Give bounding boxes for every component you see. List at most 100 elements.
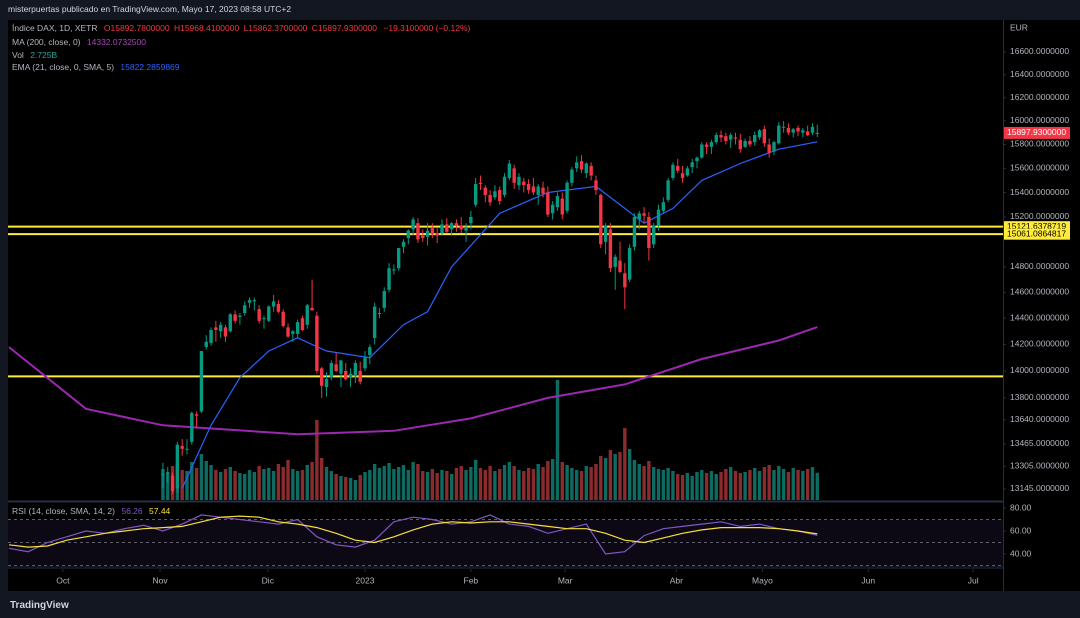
rsi-band (8, 519, 1003, 566)
candle-body (714, 135, 718, 143)
y-tick-label: 16600.0000000 (1010, 46, 1069, 56)
volume-value: 2.725B (30, 50, 58, 60)
volume-bar (276, 464, 281, 500)
candle-body (647, 216, 651, 249)
candle-body (300, 318, 305, 330)
volume-bar (603, 458, 608, 500)
volume-bar (579, 471, 584, 500)
candle-body (478, 182, 483, 185)
candle-body (728, 135, 733, 140)
y-tick-label: 13145.0000000 (1010, 483, 1069, 493)
x-tick-label: Abr (670, 575, 683, 585)
x-tick-label: Mar (558, 575, 573, 585)
volume-bar (570, 468, 574, 500)
volume-bar (690, 476, 694, 500)
volume-bar (536, 464, 540, 500)
candle-body (507, 163, 512, 178)
volume-bar (647, 461, 651, 500)
volume-bar (358, 475, 362, 500)
candle-body (805, 131, 810, 136)
candle-body (757, 130, 762, 138)
rsi-ma-value: 57.44 (149, 506, 171, 516)
close-value: C15897.9300000 (311, 23, 378, 33)
candle-body (565, 182, 569, 211)
level-label: 15061.0864817 (1007, 228, 1066, 238)
candle-body (406, 230, 411, 239)
volume-bar (469, 467, 473, 500)
candle-body (791, 129, 795, 133)
y-tick-label: 13465.0000000 (1010, 438, 1069, 448)
volume-bar (498, 469, 502, 500)
candle-body (445, 224, 449, 232)
volume-bar (291, 469, 295, 500)
candle-body (271, 301, 276, 307)
volume-bar (680, 475, 685, 500)
volume-bar (767, 465, 771, 500)
volume-bar (396, 467, 401, 500)
time-axis (8, 569, 1003, 591)
candle-body (589, 165, 593, 176)
volume-bar (541, 467, 545, 500)
main-pane (8, 20, 1003, 500)
high-value: H15968.4100000 (173, 23, 240, 33)
volume-bar (204, 461, 208, 500)
volume-bar (512, 466, 516, 500)
volume-bar (185, 471, 189, 500)
candle-body (180, 446, 184, 449)
candle-body (473, 184, 478, 205)
volume-bar (421, 471, 425, 500)
candle-body (656, 209, 661, 226)
volume-bar (286, 460, 290, 500)
x-tick-label: 2023 (356, 575, 375, 585)
legend-ema: EMA (21, close, 0, SMA, 5) 15822.2859869 (12, 62, 184, 72)
symbol: Índice DAX, 1D, XETR (12, 23, 98, 33)
volume-bar (334, 474, 338, 500)
volume-bar (733, 471, 738, 500)
candle-body (666, 180, 670, 200)
volume-bar (656, 469, 661, 500)
candle-body (262, 318, 266, 320)
volume-bar (166, 472, 170, 500)
rsi-line (8, 514, 818, 555)
volume-bar (642, 466, 646, 500)
volume-bar (382, 466, 386, 500)
volume-bar (810, 467, 815, 500)
candle-body (637, 213, 641, 220)
candle-body (685, 168, 690, 176)
candle-body (502, 176, 507, 195)
volume-bar (815, 472, 819, 500)
x-tick-label: Dic (262, 575, 275, 585)
candle-body (218, 324, 223, 332)
candle-body (661, 202, 666, 211)
candle-body (680, 173, 685, 178)
volume-bar (271, 471, 276, 500)
candle-body (291, 331, 295, 334)
x-tick-label: Jun (861, 575, 875, 585)
rsi-value: 56.26 (121, 506, 143, 516)
volume-bar (791, 468, 795, 500)
volume-bar (329, 471, 334, 500)
y-tick-label: 15200.0000000 (1010, 211, 1069, 221)
volume-bar (531, 469, 536, 500)
candle-body (315, 315, 319, 371)
candle-body (396, 248, 401, 269)
volume-bar (772, 470, 776, 500)
candle-body (238, 315, 242, 317)
candle-body (810, 126, 815, 133)
volume-bar (700, 470, 704, 500)
legend-rsi: RSI (14, close, SMA, 14, 2) 56.26 57.44 (12, 506, 174, 516)
volume-bar (209, 465, 213, 500)
volume-bar (589, 467, 593, 500)
volume-bar (599, 456, 603, 500)
candle-body (329, 362, 334, 378)
header: misterpuertas publicado en TradingView.c… (8, 4, 292, 14)
volume-bar (238, 473, 242, 500)
candle-body (777, 125, 781, 144)
candle-body (190, 412, 194, 442)
candle-body (435, 233, 439, 236)
candle-body (233, 314, 237, 321)
volume-bar (464, 470, 468, 500)
candle-body (526, 184, 531, 191)
